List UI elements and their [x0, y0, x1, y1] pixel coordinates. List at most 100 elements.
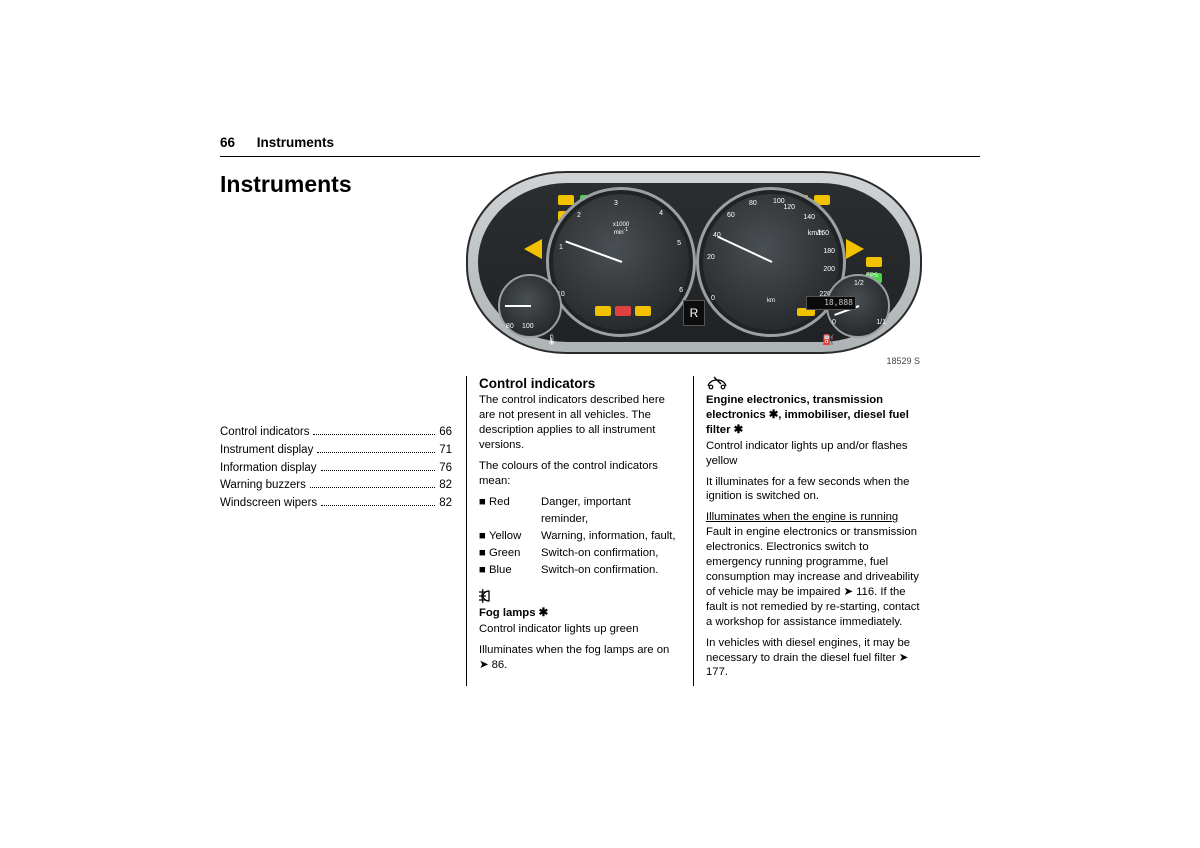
tick: 0 — [711, 295, 715, 302]
colour-meaning-row: ■ Blue Switch-on confirmation. — [479, 562, 681, 579]
fog-lamp-icon — [479, 589, 681, 606]
tacho-needle — [565, 241, 622, 263]
instrument-cluster-figure: EPS x1000 min-1 10 1 2 3 — [466, 171, 922, 366]
tick: 60 — [727, 212, 735, 219]
colour-name: Yellow — [489, 528, 541, 545]
toc-label: Information display — [220, 460, 317, 478]
telltale-icon — [866, 257, 882, 267]
colour-name: Blue — [489, 562, 541, 579]
tick: 1/1 — [876, 319, 886, 326]
paragraph: Illuminates when the fog lamps are on ➤ … — [479, 643, 681, 673]
toc-row: Information display 76 — [220, 460, 452, 478]
cluster-bezel: EPS x1000 min-1 10 1 2 3 — [466, 171, 922, 354]
toc-leader — [310, 487, 435, 488]
tick: 180 — [823, 248, 835, 255]
toc-label: Windscreen wipers — [220, 495, 317, 513]
turn-signal-right-icon — [846, 239, 864, 259]
turn-signal-left-icon — [524, 239, 542, 259]
colour-desc: Warning, information, fault, — [541, 528, 681, 545]
colour-name: Red — [489, 494, 541, 528]
tick: 5 — [677, 240, 681, 247]
tick: 80 — [506, 323, 514, 330]
paragraph: The control indicators described here ar… — [479, 393, 681, 453]
underlined-subhead: Illuminates when the engine is running — [706, 510, 922, 525]
toc-page: 66 — [439, 424, 452, 442]
paragraph: Control indicator lights up green — [479, 622, 681, 637]
table-of-contents: Control indicators 66 Instrument display… — [220, 424, 452, 513]
colour-meaning-row: ■ Red Danger, important reminder, — [479, 494, 681, 528]
toc-page: 82 — [439, 495, 452, 513]
telltale-icon — [615, 306, 631, 316]
running-header: 66 Instruments — [220, 135, 980, 157]
km-label: km — [767, 298, 775, 304]
celsius-icon: °C — [504, 337, 513, 346]
tick: 6 — [679, 287, 683, 294]
colour-name: Green — [489, 545, 541, 562]
tick: 1 — [559, 244, 563, 251]
temperature-gauge: 80 100 °C 🌡 — [498, 274, 562, 338]
left-column: Instruments Control indicators 66 Instru… — [220, 171, 466, 686]
toc-page: 76 — [439, 460, 452, 478]
odometer: 18,888 — [806, 296, 856, 310]
toc-label: Control indicators — [220, 424, 309, 442]
toc-row: Control indicators 66 — [220, 424, 452, 442]
toc-row: Instrument display 71 — [220, 442, 452, 460]
bullet-icon: ■ — [479, 545, 489, 562]
figure-reference: 18529 S — [886, 356, 920, 366]
paragraph: It illuminates for a few seconds when th… — [706, 475, 922, 505]
tick: 140 — [803, 214, 815, 221]
tachometer-dial: x1000 min-1 10 1 2 3 4 5 6 — [546, 187, 696, 337]
toc-row: Warning buzzers 82 — [220, 477, 452, 495]
tick: 3 — [614, 200, 618, 207]
tick: 80 — [749, 200, 757, 207]
tacho-unit: x1000 min-1 — [613, 222, 629, 236]
middle-column: Control indicators The control indicator… — [466, 376, 694, 686]
paragraph: Control indicator lights up and/or flash… — [706, 439, 922, 469]
manual-page: 66 Instruments Instruments Control indic… — [220, 135, 980, 686]
colour-desc: Switch-on confirmation, — [541, 545, 681, 562]
speedo-needle — [717, 236, 772, 263]
cross-reference: ➤ 86. — [479, 659, 507, 671]
speedometer-dial: km/h km 0 20 40 60 80 100 120 140 160 18… — [696, 187, 846, 337]
toc-leader — [321, 470, 436, 471]
toc-page: 82 — [439, 477, 452, 495]
page-number: 66 — [220, 135, 235, 150]
tick: 4 — [659, 210, 663, 217]
tick: 0 — [832, 319, 836, 326]
telltale-icon — [558, 195, 574, 205]
fuel-pump-icon: ⛽ — [822, 335, 834, 346]
fog-lamps-heading: Fog lamps ✱ — [479, 606, 681, 621]
engine-electronics-icon — [706, 376, 922, 393]
colour-meaning-row: ■ Green Switch-on confirmation, — [479, 545, 681, 562]
bullet-icon: ■ — [479, 528, 489, 545]
toc-leader — [317, 452, 435, 453]
section-name: Instruments — [257, 135, 334, 150]
temp-needle — [505, 305, 531, 307]
colour-desc: Switch-on confirmation. — [541, 562, 681, 579]
page-title: Instruments — [220, 171, 452, 198]
tick: 200 — [823, 266, 835, 273]
toc-label: Warning buzzers — [220, 477, 306, 495]
car-spanner-icon — [706, 376, 728, 390]
engine-electronics-heading: Engine electronics, transmission electro… — [706, 393, 922, 438]
telltale-icon — [635, 306, 651, 316]
bullet-icon: ■ — [479, 562, 489, 579]
colour-desc: Danger, important reminder, — [541, 494, 681, 528]
paragraph: Fault in engine electronics or transmiss… — [706, 525, 922, 629]
control-indicators-heading: Control indicators — [479, 376, 681, 391]
tick: 120 — [783, 204, 795, 211]
toc-leader — [321, 505, 435, 506]
tick: 100 — [522, 323, 534, 330]
paragraph: In vehicles with diesel engines, it may … — [706, 636, 922, 681]
tick: 1/2 — [854, 280, 864, 287]
tick: 20 — [707, 254, 715, 261]
tick: 160 — [817, 230, 829, 237]
fog-lamp-svg-icon — [479, 589, 501, 603]
gear-indicator: R — [683, 300, 705, 326]
bullet-icon: ■ — [479, 494, 489, 528]
tick: 2 — [577, 212, 581, 219]
paragraph: The colours of the control indicators me… — [479, 459, 681, 489]
toc-label: Instrument display — [220, 442, 313, 460]
colour-meaning-row: ■ Yellow Warning, information, fault, — [479, 528, 681, 545]
toc-row: Windscreen wipers 82 — [220, 495, 452, 513]
